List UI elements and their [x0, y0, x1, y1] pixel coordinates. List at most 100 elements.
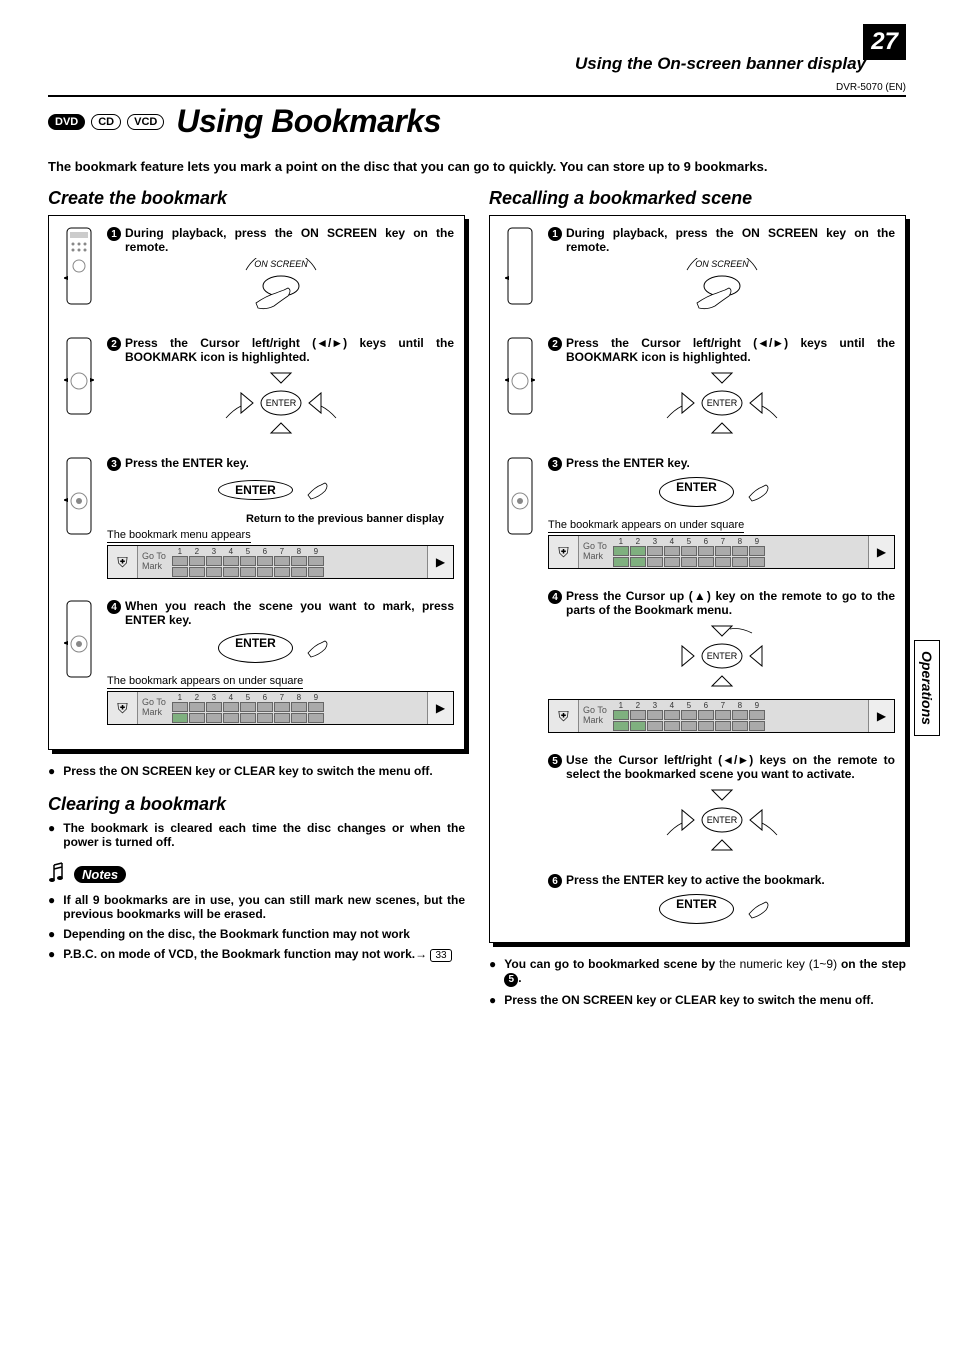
page-ref: 33	[430, 949, 451, 962]
bookmark-slots: 123456789	[170, 691, 427, 725]
main-title: Using Bookmarks	[176, 103, 441, 140]
svg-text:ENTER: ENTER	[265, 398, 296, 408]
on-screen-illustration: ON SCREEN	[548, 258, 895, 318]
step-text: Press the ENTER key.	[566, 456, 895, 471]
left-column: Create the bookmark 1 During playback, pr…	[48, 184, 465, 1012]
switch-off-note: Press the ON SCREEN key or CLEAR key to …	[504, 993, 873, 1007]
step-number-icon: 2	[107, 337, 121, 351]
return-caption: Return to the previous banner display	[107, 513, 454, 525]
remote-icon	[500, 753, 540, 863]
step-text: When you reach the scene you want to mar…	[125, 599, 454, 627]
remote-icon	[500, 873, 540, 928]
step-text: Use the Cursor left/right (◄/►) keys on …	[566, 753, 895, 781]
bookmark-label: Go ToMark	[579, 542, 611, 562]
remote-icon	[59, 336, 99, 446]
play-icon: ▶	[427, 546, 453, 578]
step-number-icon: 5	[548, 754, 562, 768]
title-row: DVD CD VCD Using Bookmarks	[48, 103, 906, 140]
dpad-illustration: ENTER	[107, 368, 454, 438]
model-code: DVR-5070 (EN)	[48, 82, 906, 93]
create-step-3: 3Press the ENTER key. ENTER Return to th…	[59, 456, 454, 589]
bookmark-icon: ⛨	[108, 692, 138, 724]
svg-text:ENTER: ENTER	[706, 651, 737, 661]
step-text: During playback, press the ON SCREEN key…	[125, 226, 454, 254]
bookmark-icon: ⛨	[108, 546, 138, 578]
recall-step-6: 6 Press the ENTER key to active the bookm…	[500, 873, 895, 928]
bookmark-icon: ⛨	[549, 700, 579, 732]
step-number-icon: 2	[548, 337, 562, 351]
step-number-icon: 1	[548, 227, 562, 241]
step-text: Press the Cursor left/right (◄/►) keys u…	[566, 336, 895, 364]
clearing-note: The bookmark is cleared each time the di…	[63, 821, 465, 849]
after-panel-list: ●You can go to bookmarked scene by the n…	[489, 957, 906, 1006]
svg-text:ON SCREEN: ON SCREEN	[695, 259, 749, 269]
recall-step-3: 3 Press the ENTER key. ENTER The bookmark…	[500, 456, 895, 579]
step-number-icon: 4	[107, 600, 121, 614]
svg-text:ENTER: ENTER	[706, 398, 737, 408]
step-text: Press the ENTER key.	[125, 456, 454, 471]
dvd-badge: DVD	[48, 114, 85, 130]
create-bookmark-title: Create the bookmark	[48, 188, 465, 209]
hand-icon	[744, 894, 784, 924]
enter-button-icon: ENTER	[659, 894, 734, 924]
enter-button-icon: ENTER	[218, 633, 293, 663]
notes-heading: Notes	[48, 861, 465, 887]
recall-step-1: 1During playback, press the ON SCREEN ke…	[500, 226, 895, 326]
bookmark-bar: ⛨ Go ToMark 123456789 ▶	[548, 699, 895, 733]
remote-icon	[59, 599, 99, 735]
recalling-title: Recalling a bookmarked scene	[489, 188, 906, 209]
enter-button-icon: ENTER	[218, 480, 293, 500]
header-title: Using the On-screen banner display	[48, 54, 906, 74]
step-text: Press the Cursor left/right (◄/►) keys u…	[125, 336, 454, 364]
side-tab-operations: Operations	[914, 640, 940, 736]
play-icon: ▶	[868, 700, 894, 732]
recall-step-2: 2 Press the Cursor left/right (◄/►) keys …	[500, 336, 895, 446]
note-1: If all 9 bookmarks are in use, you can s…	[63, 893, 465, 921]
after-panel-list: ●Press the ON SCREEN key or CLEAR key to…	[48, 764, 465, 778]
create-step-4: 4 When you reach the scene you want to ma…	[59, 599, 454, 735]
bookmark-bar: ⛨ Go ToMark 123456789 ▶	[107, 545, 454, 579]
note-2: Depending on the disc, the Bookmark func…	[63, 927, 410, 941]
remote-icon	[500, 226, 540, 326]
vcd-badge: VCD	[127, 114, 164, 130]
divider	[48, 95, 906, 97]
intro-text: The bookmark feature lets you mark a poi…	[48, 158, 906, 176]
right-column: Recalling a bookmarked scene 1During pla…	[489, 184, 906, 1012]
bookmark-label: Go ToMark	[579, 706, 611, 726]
bookmark-appears-caption: The bookmark appears on under square	[548, 519, 744, 533]
dpad-illustration: ENTER	[548, 368, 895, 438]
recall-step-4: 4Press the Cursor up (▲) key on the remo…	[500, 589, 895, 743]
switch-off-note: Press the ON SCREEN key or CLEAR key to …	[63, 764, 432, 778]
step-number-icon: 4	[548, 590, 562, 604]
step-number-icon: 3	[548, 457, 562, 471]
bookmark-bar: ⛨ Go ToMark 123456789 ▶	[548, 535, 895, 569]
remote-icon	[59, 456, 99, 589]
bookmark-slots: 123456789	[611, 535, 868, 569]
svg-text:ON SCREEN: ON SCREEN	[254, 259, 308, 269]
bookmark-label: Go ToMark	[138, 552, 170, 572]
play-icon: ▶	[868, 536, 894, 568]
music-notes-icon	[48, 861, 70, 887]
hand-icon	[303, 633, 343, 663]
bookmark-appears-caption: The bookmark appears on under square	[107, 675, 303, 689]
bookmark-bar: ⛨ Go ToMark 123456789 ▶	[107, 691, 454, 725]
svg-text:ENTER: ENTER	[706, 815, 737, 825]
step-number-icon: 1	[107, 227, 121, 241]
play-icon: ▶	[427, 692, 453, 724]
remote-icon	[500, 336, 540, 446]
remote-icon	[500, 589, 540, 743]
step-number-icon: 6	[548, 874, 562, 888]
enter-button-icon: ENTER	[659, 477, 734, 507]
bookmark-slots: 123456789	[170, 545, 427, 579]
cd-badge: CD	[91, 114, 121, 130]
page-number: 27	[863, 24, 906, 60]
dpad-lr-illustration: ENTER	[548, 785, 895, 855]
bookmark-slots: 123456789	[611, 699, 868, 733]
on-screen-illustration: ON SCREEN	[107, 258, 454, 318]
menu-appears-caption: The bookmark menu appears	[107, 529, 251, 543]
bookmark-icon: ⛨	[549, 536, 579, 568]
create-panel: 1 During playback, press the ON SCREEN ke…	[48, 215, 465, 750]
hand-icon	[303, 475, 343, 505]
step-text: Press the ENTER key to active the bookma…	[566, 873, 895, 888]
dpad-up-illustration: ENTER	[548, 621, 895, 691]
